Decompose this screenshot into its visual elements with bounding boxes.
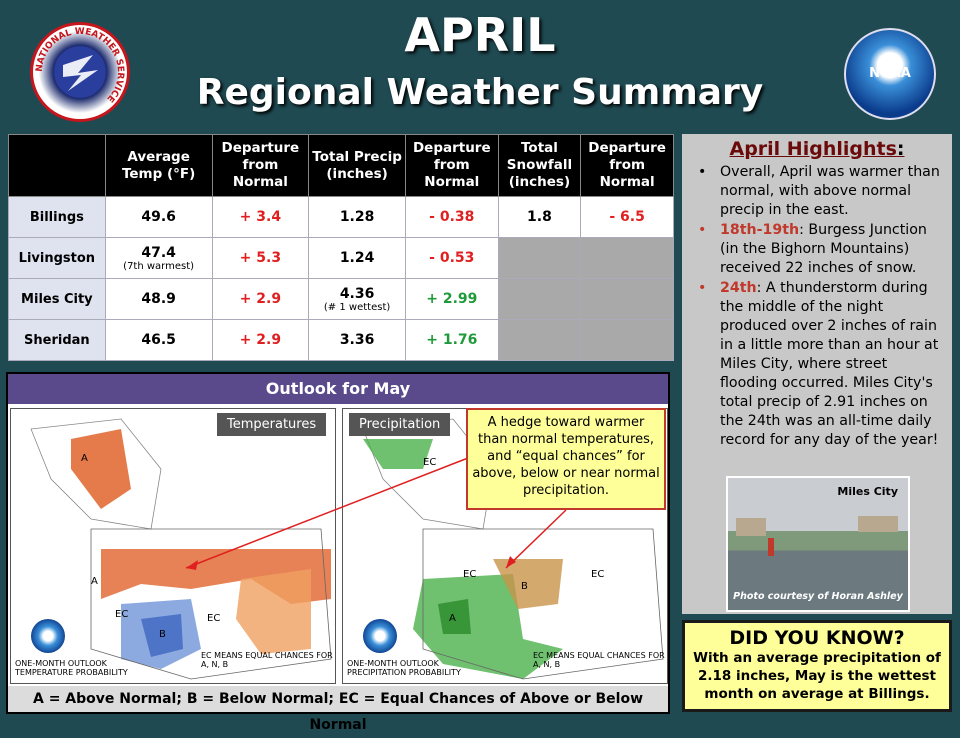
table-header-cell: Average Temp (°F) — [104, 134, 213, 197]
location-cell: Billings — [8, 196, 106, 238]
precip-departure-cell: + 2.99 — [404, 278, 499, 320]
svg-text:EC: EC — [207, 613, 220, 624]
temperature-outlook-map: A B EC EC A Temperatures ONE-MONTH OUTLO… — [10, 408, 336, 684]
temp-departure-cell: + 5.3 — [211, 237, 310, 279]
table-header-cell: Departure from Normal — [580, 134, 674, 197]
precip-cell: 1.24 — [308, 237, 406, 279]
precipitation-map-footer: ONE-MONTH OUTLOOK PRECIPITATION PROBABILI… — [347, 659, 461, 677]
snow-departure-cell-empty — [580, 278, 674, 320]
outlook-title: Outlook for May — [8, 374, 668, 404]
photo-credit: Photo courtesy of Horan Ashley — [733, 591, 903, 602]
precipitation-map-graphic: A B EC EC EC — [362, 418, 664, 680]
highlights-title: April Highlights: — [692, 140, 942, 159]
svg-text:EC: EC — [463, 569, 476, 580]
highlight-date: 24th — [720, 280, 757, 296]
svg-text:EC: EC — [423, 457, 436, 468]
avg-temp-cell: 47.4 (7th warmest) — [104, 237, 213, 279]
avg-temp-cell: 48.9 — [104, 278, 213, 320]
list-item: 24th: A thunderstorm during the middle o… — [692, 279, 942, 450]
did-you-know-text: With an average precipitation of 2.18 in… — [693, 650, 941, 702]
list-item: Overall, April was warmer than normal, w… — [692, 163, 942, 220]
photo-title: Miles City — [837, 485, 898, 498]
page-subtitle: Regional Weather Summary — [196, 72, 764, 113]
temp-departure-cell: + 2.9 — [211, 319, 310, 361]
table-header-cell — [8, 134, 106, 197]
svg-text:EC: EC — [115, 609, 128, 620]
callout-arrow-temp — [185, 457, 469, 569]
flood-photo: Miles City Photo courtesy of Horan Ashle… — [726, 476, 910, 612]
noaa-logo: NOAA — [844, 28, 936, 120]
did-you-know-title: DID YOU KNOW? — [729, 627, 905, 649]
highlight-text: : A thunderstorm during the middle of th… — [720, 280, 939, 448]
map-footer-line: ONE-MONTH OUTLOOK — [347, 659, 439, 668]
arrow-head-icon — [186, 560, 198, 570]
ec-note: EC MEANS EQUAL CHANCES FOR A, N, B — [533, 651, 665, 669]
precipitation-map-label: Precipitation — [349, 413, 451, 436]
highlight-text: Overall, April was warmer than normal, w… — [720, 164, 940, 218]
record-note: (# 1 wettest) — [323, 301, 391, 313]
highlights-panel: April Highlights: Overall, April was war… — [682, 134, 952, 614]
avg-temp-cell: 46.5 — [104, 319, 213, 361]
avg-temp-cell: 49.6 — [104, 196, 213, 238]
location-cell: Miles City — [8, 278, 106, 320]
noaa-small-icon — [31, 619, 65, 653]
monthly-stats-table: Average Temp (°F) Departure from Normal … — [8, 134, 674, 361]
precip-cell: 3.36 — [308, 319, 406, 361]
highlights-title-text: April Highlights — [729, 138, 897, 160]
map-footer-line: PRECIPITATION PROBABILITY — [347, 668, 461, 677]
map-footer-line: ONE-MONTH OUTLOOK — [15, 659, 107, 668]
fire-hydrant-icon — [768, 538, 774, 556]
highlight-date: 18th-19th — [720, 222, 800, 238]
table-row: Billings 49.6 + 3.4 1.28 - 0.38 1.8 - 6.… — [8, 196, 674, 238]
lightning-icon: NATIONAL WEATHER SERVICE — [35, 27, 125, 104]
table-row: Sheridan 46.5 + 2.9 3.36 + 1.76 — [8, 319, 674, 361]
precip-cell: 1.28 — [308, 196, 406, 238]
table-header-cell: Total Precip (inches) — [308, 134, 406, 197]
photo-house — [736, 518, 766, 536]
svg-text:A: A — [81, 453, 88, 464]
noaa-small-icon — [363, 619, 397, 653]
callout-arrow-precip — [505, 509, 567, 569]
table-header-cell: Departure from Normal — [404, 134, 499, 197]
precip-departure-cell: - 0.53 — [404, 237, 499, 279]
temperature-map-label: Temperatures — [217, 413, 327, 436]
snow-departure-cell-empty — [580, 319, 674, 361]
record-note: (7th warmest) — [123, 260, 195, 272]
page-title: APRIL — [404, 8, 556, 62]
callout-arrows — [185, 457, 567, 570]
svg-text:B: B — [159, 629, 166, 640]
snowfall-cell: 1.8 — [497, 196, 582, 238]
ec-note: EC MEANS EQUAL CHANCES FOR A, N, B — [201, 651, 333, 669]
temperature-map-graphic: A B EC EC A — [30, 418, 332, 680]
avg-temp-value: 49.6 — [141, 209, 176, 225]
precip-value: 4.36 — [339, 285, 375, 302]
location-cell: Livingston — [8, 237, 106, 279]
temperature-map-footer: ONE-MONTH OUTLOOK TEMPERATURE PROBABILITY — [15, 659, 128, 677]
table-header-cell: Total Snowfall (inches) — [497, 134, 582, 197]
highlights-list: Overall, April was warmer than normal, w… — [692, 163, 942, 450]
svg-text:B: B — [521, 581, 528, 592]
svg-text:EC: EC — [591, 569, 604, 580]
highlights-title-colon: : — [896, 138, 905, 160]
svg-text:A: A — [449, 613, 456, 624]
table-header-row: Average Temp (°F) Departure from Normal … — [8, 134, 674, 197]
map-footer-line: TEMPERATURE PROBABILITY — [15, 668, 128, 677]
photo-house — [858, 516, 898, 532]
svg-text:A: A — [91, 576, 98, 587]
list-item: 18th-19th: Burgess Junction (in the Bigh… — [692, 221, 942, 278]
temp-departure-cell: + 3.4 — [211, 196, 310, 238]
snow-departure-cell: - 6.5 — [580, 196, 674, 238]
precip-cell: 4.36 (# 1 wettest) — [308, 278, 406, 320]
snowfall-cell-empty — [497, 319, 582, 361]
highlight-text: : Burgess Junction (in the Bighorn Mount… — [720, 222, 927, 276]
nws-logo: NATIONAL WEATHER SERVICE — [30, 22, 130, 122]
precip-departure-cell: + 1.76 — [404, 319, 499, 361]
avg-temp-value: 47.4 — [141, 244, 176, 261]
did-you-know-box: DID YOU KNOW? With an average precipitat… — [682, 620, 952, 712]
arrow-head-icon — [506, 556, 516, 568]
outlook-callout: A hedge toward warmer than normal temper… — [466, 408, 666, 510]
noaa-logo-text: NOAA — [869, 66, 911, 81]
